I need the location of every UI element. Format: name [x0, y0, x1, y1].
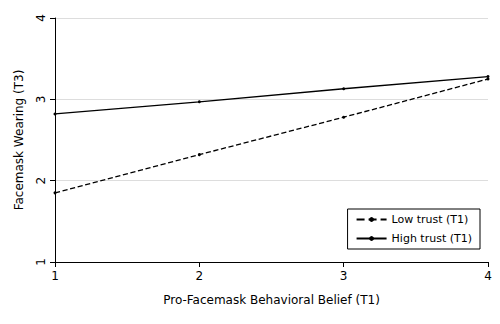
svg-text:2: 2	[196, 269, 204, 283]
svg-text:4: 4	[34, 14, 48, 22]
svg-text:4: 4	[484, 269, 492, 283]
svg-text:1: 1	[51, 269, 59, 283]
svg-text:1: 1	[34, 258, 48, 266]
svg-text:High trust (T1): High trust (T1)	[392, 232, 472, 245]
svg-text:Low trust (T1): Low trust (T1)	[392, 213, 469, 226]
svg-text:3: 3	[34, 96, 48, 104]
svg-text:Pro-Facemask Behavioral Belief: Pro-Facemask Behavioral Belief (T1)	[163, 293, 380, 307]
svg-text:2: 2	[34, 177, 48, 185]
svg-text:3: 3	[340, 269, 348, 283]
svg-text:Facemask Wearing (T3): Facemask Wearing (T3)	[12, 70, 26, 211]
